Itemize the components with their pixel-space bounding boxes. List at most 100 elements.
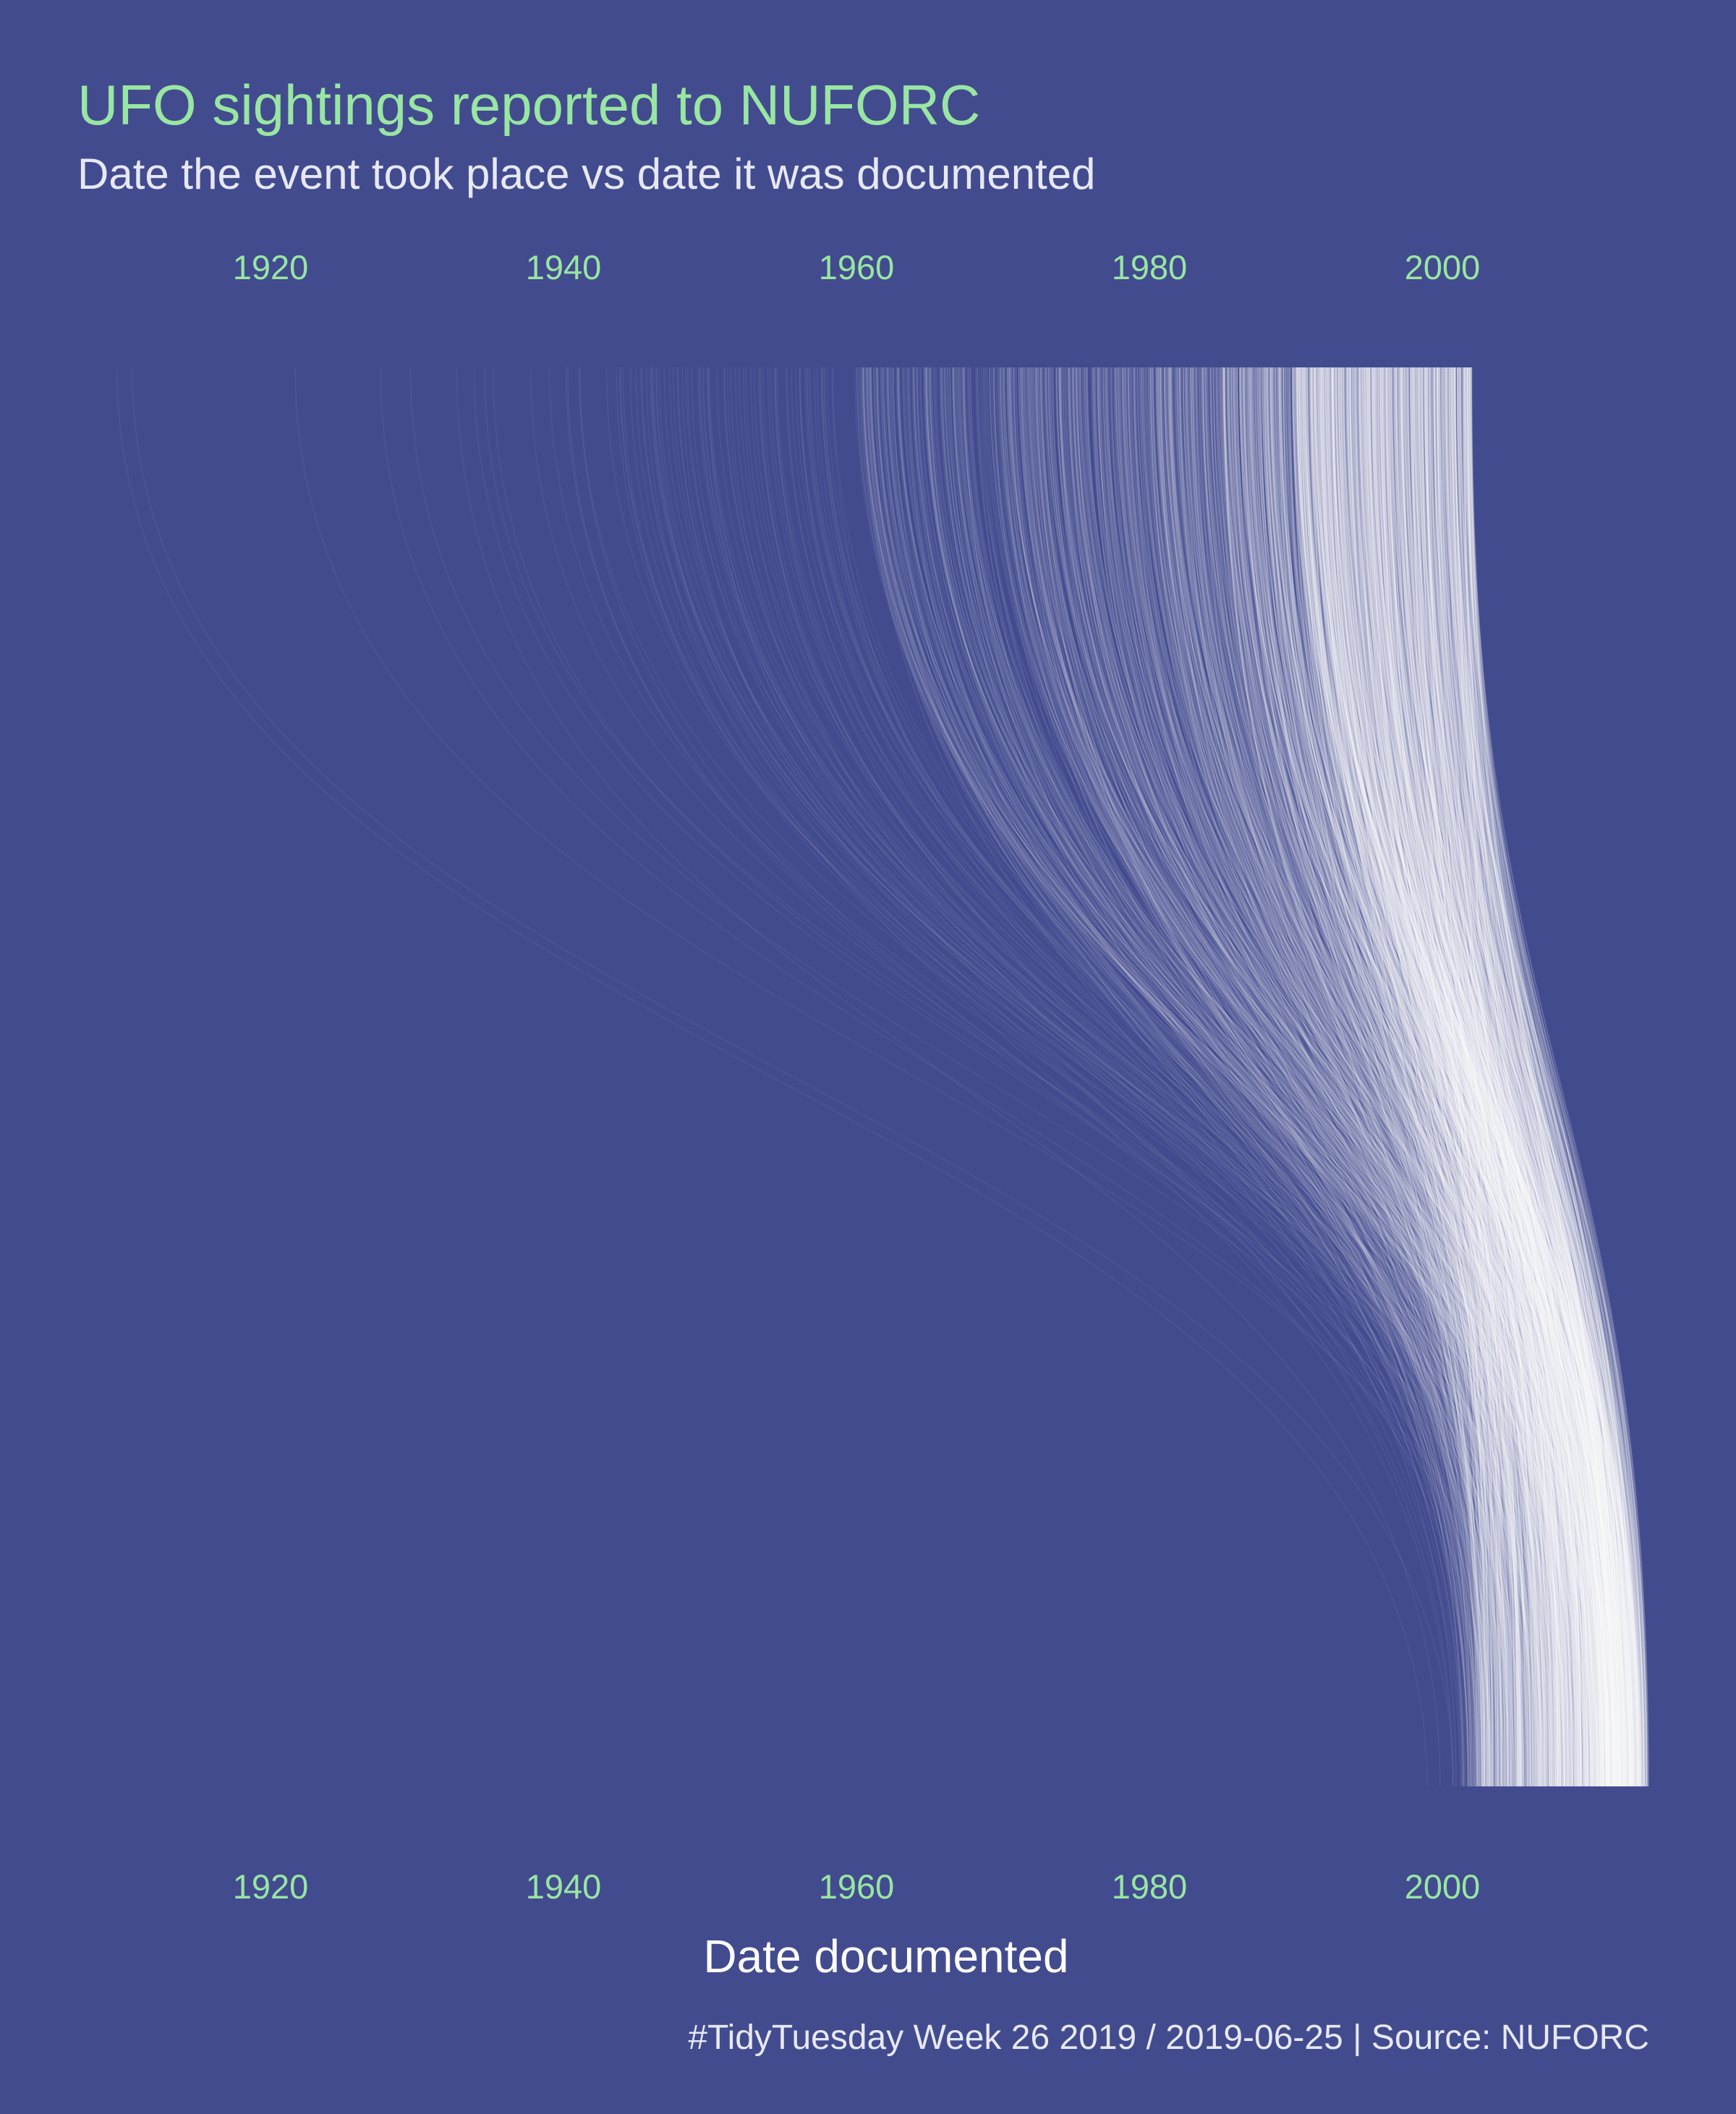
flow-line bbox=[1299, 367, 1615, 1787]
flow-line bbox=[1118, 367, 1579, 1787]
flow-line bbox=[1102, 367, 1533, 1787]
flow-line bbox=[1210, 367, 1585, 1787]
flow-line bbox=[1387, 367, 1523, 1787]
flow-line bbox=[1070, 367, 1560, 1787]
flow-line bbox=[1383, 367, 1627, 1787]
flow-line bbox=[1013, 367, 1572, 1787]
flow-line bbox=[1319, 367, 1632, 1787]
flow-line bbox=[1251, 367, 1603, 1787]
flow-line bbox=[1322, 367, 1614, 1787]
flow-line bbox=[1381, 367, 1643, 1787]
flow-line bbox=[1160, 367, 1599, 1787]
flow-line bbox=[1424, 367, 1561, 1787]
flow-line bbox=[1412, 367, 1521, 1787]
flow-line bbox=[1309, 367, 1635, 1787]
flow-line bbox=[1400, 367, 1506, 1787]
flow-line bbox=[1368, 367, 1492, 1787]
flow-line bbox=[1369, 367, 1564, 1787]
flow-line bbox=[1342, 367, 1619, 1787]
flow-line bbox=[1196, 367, 1588, 1787]
flow-line bbox=[1379, 367, 1622, 1787]
flow-line bbox=[1044, 367, 1591, 1787]
flow-line bbox=[1278, 367, 1484, 1787]
flow-line bbox=[1190, 367, 1524, 1787]
flow-line bbox=[1341, 367, 1584, 1787]
flow-line bbox=[1250, 367, 1557, 1787]
flow-line bbox=[1395, 367, 1545, 1787]
flow-line bbox=[909, 367, 1525, 1787]
flow-line bbox=[1133, 367, 1614, 1787]
flow-line bbox=[1311, 367, 1512, 1787]
flow-line bbox=[906, 367, 1486, 1787]
flow-line bbox=[1332, 367, 1594, 1787]
flow-line bbox=[1302, 367, 1611, 1787]
flow-line bbox=[898, 367, 1586, 1787]
flow-line bbox=[1038, 367, 1616, 1787]
flow-line bbox=[1164, 367, 1621, 1787]
flow-line bbox=[1324, 367, 1625, 1787]
flow-line bbox=[1395, 367, 1616, 1787]
flow-line bbox=[1304, 367, 1561, 1787]
flow-line bbox=[1261, 367, 1619, 1787]
flow-line bbox=[1321, 367, 1579, 1787]
flow-line bbox=[882, 367, 1465, 1787]
flow-line bbox=[1292, 367, 1617, 1787]
flow-line bbox=[1299, 367, 1608, 1787]
flow-line bbox=[1167, 367, 1488, 1787]
flow-line bbox=[1373, 367, 1578, 1787]
flow-line bbox=[1355, 367, 1591, 1787]
flow-line bbox=[1359, 367, 1518, 1787]
flow-line bbox=[1386, 367, 1517, 1787]
flow-line bbox=[1413, 367, 1550, 1787]
flow-line bbox=[1373, 367, 1620, 1787]
flow-line bbox=[1401, 367, 1580, 1787]
flow-line bbox=[1411, 367, 1580, 1787]
bottom-axis: 1920 1940 1960 1980 2000 bbox=[233, 1867, 1481, 1906]
flow-line bbox=[1335, 367, 1601, 1787]
flow-line bbox=[1394, 367, 1517, 1787]
flow-line bbox=[1304, 367, 1594, 1787]
flow-line bbox=[1418, 367, 1576, 1787]
flow-line bbox=[1390, 367, 1614, 1787]
flow-line bbox=[1235, 367, 1607, 1787]
flow-line bbox=[880, 367, 1594, 1787]
flow-line bbox=[1086, 367, 1630, 1787]
flow-line bbox=[1352, 367, 1638, 1787]
flow-line bbox=[1115, 367, 1620, 1787]
flow-line bbox=[1336, 367, 1578, 1787]
flow-line bbox=[1098, 367, 1467, 1787]
flow-line bbox=[1362, 367, 1542, 1787]
flow-line bbox=[1295, 367, 1607, 1787]
flow-line bbox=[1009, 367, 1579, 1787]
flow-line bbox=[1076, 367, 1617, 1787]
flow-line bbox=[1157, 367, 1560, 1787]
flow-line bbox=[1031, 367, 1620, 1787]
flow-line bbox=[920, 367, 1594, 1787]
flow-line bbox=[1315, 367, 1524, 1787]
flow-line bbox=[1359, 367, 1628, 1787]
flow-line bbox=[619, 367, 1545, 1787]
flow-line bbox=[1388, 367, 1617, 1787]
flow-line bbox=[1300, 367, 1521, 1787]
bottom-tick-1920: 1920 bbox=[233, 1867, 309, 1906]
flow-line bbox=[1357, 367, 1609, 1787]
flow-line bbox=[1348, 367, 1522, 1787]
flow-line bbox=[1086, 367, 1629, 1787]
flow-line bbox=[1328, 367, 1506, 1787]
flow-line bbox=[1152, 367, 1571, 1787]
flow-line bbox=[1379, 367, 1595, 1787]
flow-line bbox=[1416, 367, 1580, 1787]
flow-line bbox=[1429, 367, 1625, 1787]
flow-line bbox=[1417, 367, 1605, 1787]
flow-line bbox=[1302, 367, 1489, 1787]
flow-line bbox=[1168, 367, 1587, 1787]
flow-line bbox=[997, 367, 1601, 1787]
flow-line bbox=[1337, 367, 1489, 1787]
flow-line bbox=[1280, 367, 1562, 1787]
flow-line bbox=[1204, 367, 1621, 1787]
flow-line bbox=[1305, 367, 1641, 1787]
flow-line bbox=[1373, 367, 1615, 1787]
flow-line bbox=[1035, 367, 1561, 1787]
flow-line bbox=[1382, 367, 1506, 1787]
flow-line bbox=[1392, 367, 1523, 1787]
